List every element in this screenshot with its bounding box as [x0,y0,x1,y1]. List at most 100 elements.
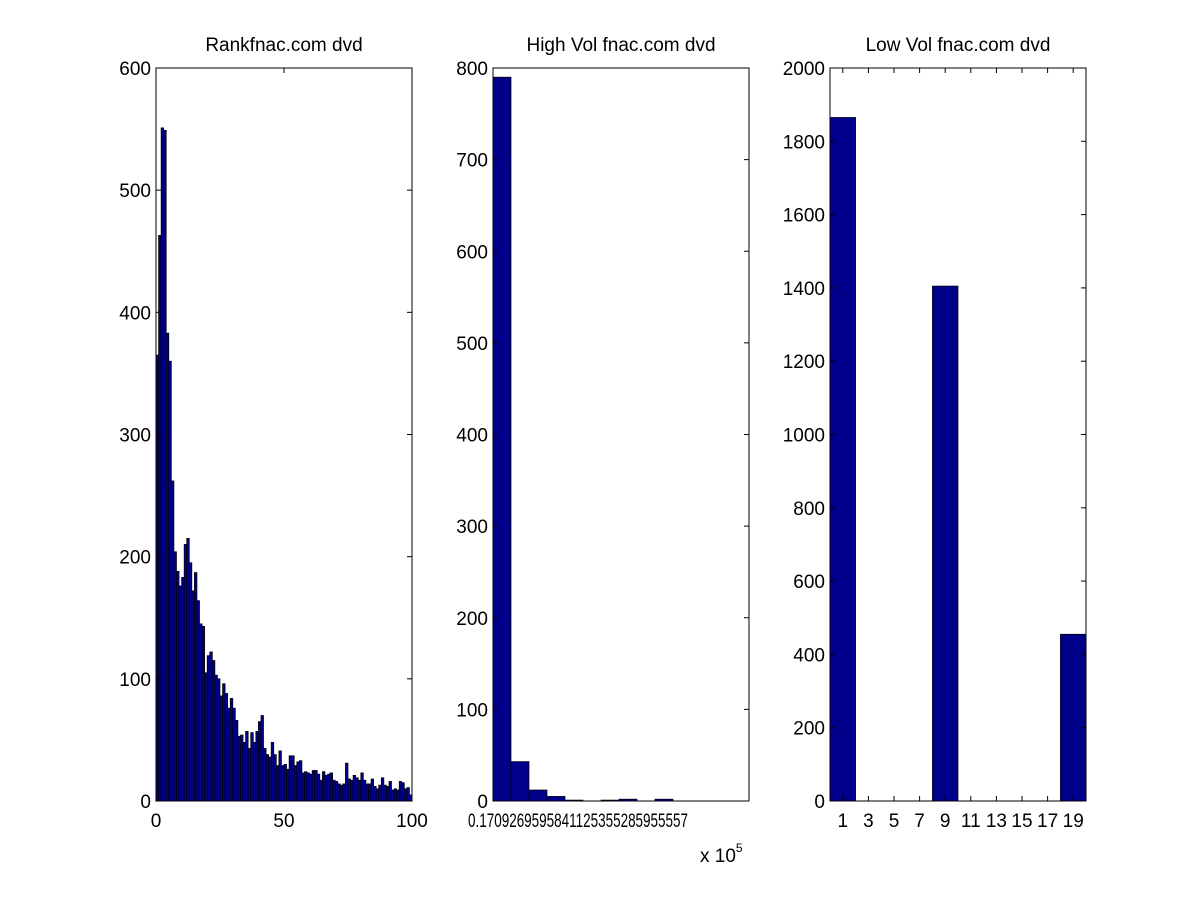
rank-bar [204,672,208,802]
high-vol-x-multiplier-base: x 10 [700,846,736,867]
rank-x-tick-label: 50 [273,811,294,832]
rank-bar [278,750,282,802]
rank-bar [224,693,229,802]
2-y-tick-label: 1000 [783,426,825,447]
rank-bar [229,698,234,802]
1-y-tick-label: 800 [456,59,488,80]
rank-bar [268,756,272,802]
rank-bar [386,785,390,802]
rank-bar [352,774,357,802]
0-y-tick-label: 300 [119,426,151,447]
rank-bar [214,674,218,802]
rank-bar [375,788,380,802]
low-vol-x-tick-label: 15 [1011,811,1032,832]
rank-bar [301,772,305,802]
2-y-tick-label: 1800 [783,132,825,153]
rank-bar [163,129,167,802]
rank-x-tick-label: 100 [396,811,428,832]
rank-bar [291,755,295,802]
1-y-tick-label: 400 [456,426,488,447]
2-y-tick-label: 0 [814,792,825,813]
rank-histogram-panel: 0 50 100 0 100 200 300 400 500 600 Rankfnac.com d… [119,35,428,832]
rank-bar [209,651,213,802]
rank-bar [252,742,257,802]
rank-bar [235,720,239,802]
high-vol-x-multiplier-exp: 5 [736,841,743,855]
high-vol-ticks-group: 0 100 200 300 400 500 600 700 800 [456,59,749,813]
rank-bar [355,777,359,802]
rank-bar [406,787,410,802]
rank-bar [311,770,316,802]
rank-bar [194,572,198,802]
low-vol-ticks-group: 1 3 5 7 9 11 13 15 17 190200400600800100012001400… [783,59,1086,832]
rank-bar [363,779,367,802]
rank-bar [171,480,175,802]
low-vol-bars-group [829,117,1087,802]
high-vol-bar [654,798,674,802]
low-vol-chart-title: Low Vol fnac.com dvd [866,35,1051,56]
low-vol-x-tick-label: 1 [838,811,849,832]
rank-bar [247,748,252,802]
0-y-tick-label: 200 [119,548,151,569]
rank-bar [327,773,331,802]
high-vol-x-tick-labels: 0.1709269595841125355285955557 [468,811,688,832]
low-vol-bar [932,285,959,802]
0-y-tick-label: 600 [119,59,151,80]
2-y-tick-label: 1200 [783,352,825,373]
rank-bar [293,765,298,802]
rank-chart-title: Rankfnac.com dvd [205,35,362,56]
0-y-tick-label: 500 [119,181,151,202]
high-vol-bar [618,798,638,802]
rank-bar [398,781,403,802]
rank-bar [391,789,395,802]
low-vol-bar [1060,633,1087,802]
rank-bar [183,544,188,802]
low-vol-histogram-panel: 1 3 5 7 9 11 13 15 17 190200400600800100012001400… [783,35,1087,832]
rank-bar [370,778,374,802]
rank-bar [232,707,236,802]
2-y-tick-label: 600 [793,572,825,593]
rank-bar [196,600,200,802]
0-y-tick-label: 400 [119,303,151,324]
1-y-tick-label: 700 [456,151,488,172]
low-vol-x-tick-label: 11 [961,811,981,832]
rank-bar [360,772,364,802]
rank-bar [165,332,170,802]
rank-bar [396,789,400,802]
rank-x-tick-label: 0 [151,811,162,832]
rank-bar [158,235,162,802]
rank-bar [350,779,354,802]
rank-bar [173,551,177,802]
low-vol-x-tick-label: 5 [889,811,900,832]
high-vol-axes-frame [492,67,750,802]
high-vol-bar [564,799,584,802]
rank-bar [345,762,349,802]
2-y-tick-label: 400 [793,645,825,666]
rank-bar [342,783,346,802]
rank-bar [324,774,328,802]
rank-bar [283,763,287,802]
0-y-tick-label: 0 [140,792,151,813]
rank-bar [237,735,241,802]
rank-bar [186,537,190,802]
rank-bar [281,765,285,802]
rank-bar [304,771,308,802]
high-vol-histogram-panel: 0 100 200 300 400 500 600 700 800 High Vol fnac.… [456,35,750,867]
low-vol-bar [829,117,856,802]
rank-bar [373,785,377,802]
1-y-tick-label: 300 [456,517,488,538]
rank-bar [393,788,397,802]
low-vol-x-tick-label: 17 [1037,811,1058,832]
high-vol-bar [600,799,620,802]
rank-bar [245,731,249,802]
rank-bar [378,784,382,802]
rank-bar [211,660,216,802]
2-y-tick-label: 2000 [783,59,825,80]
rank-bar [309,773,313,802]
rank-bar [217,678,221,802]
1-y-tick-label: 100 [456,700,488,721]
rank-bar [296,761,300,802]
rank-bar [332,779,336,802]
high-vol-bar [492,76,512,802]
rank-bar [168,360,172,802]
